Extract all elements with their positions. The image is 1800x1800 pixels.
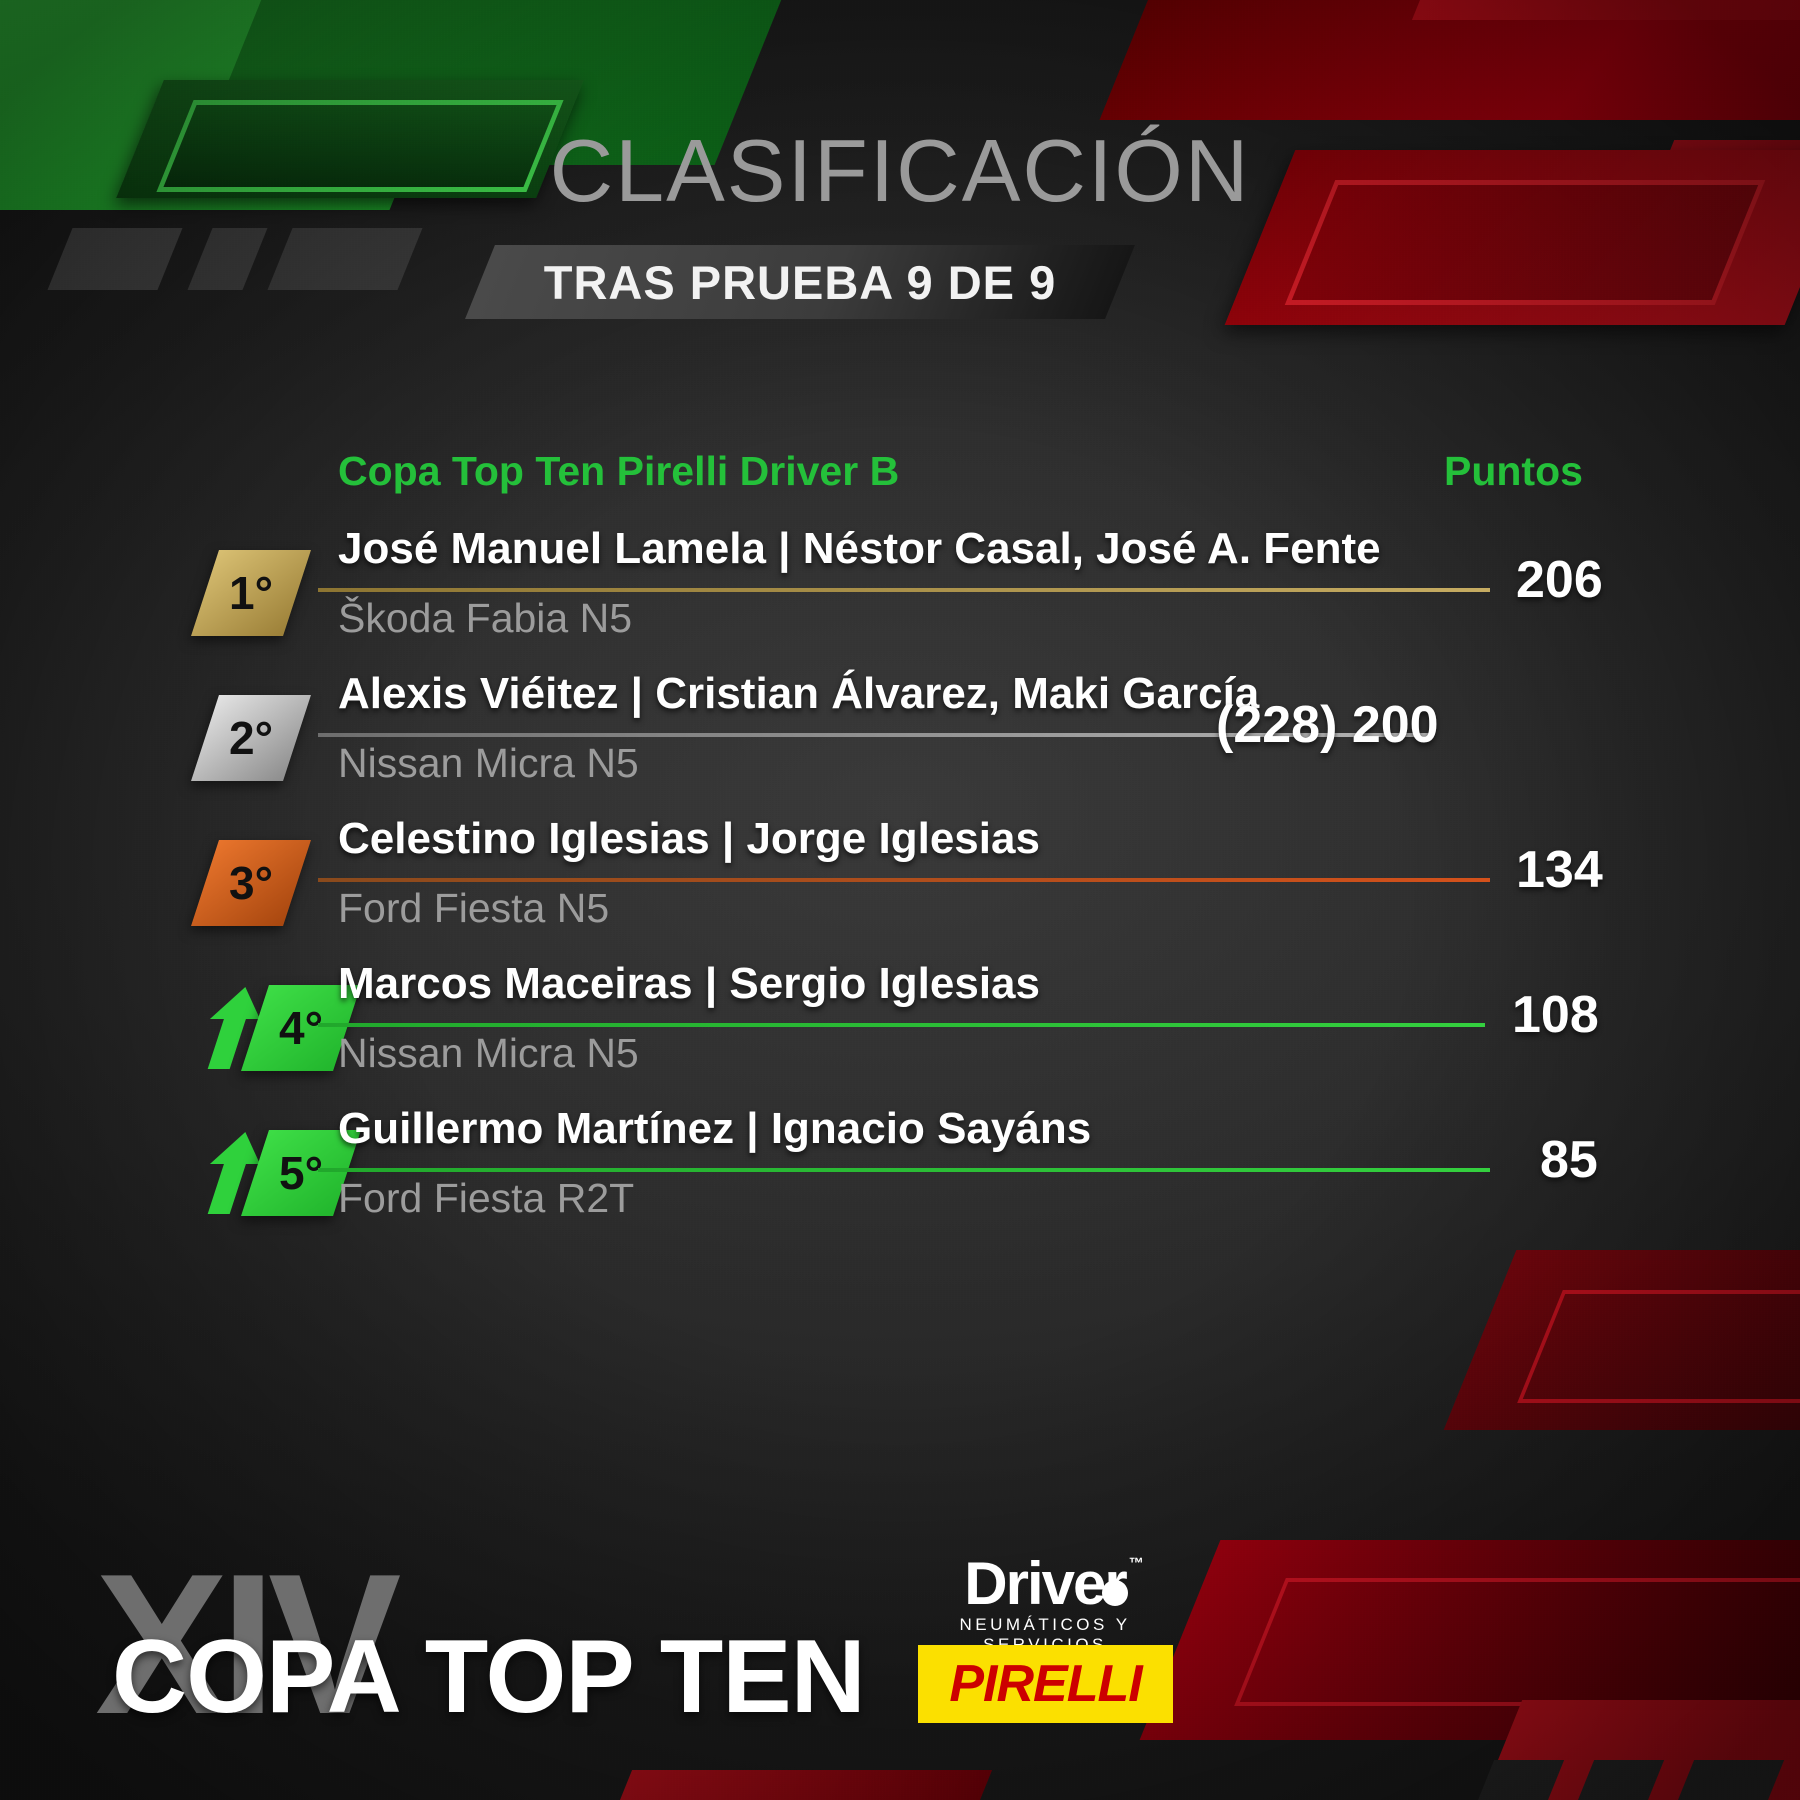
standings-row: 2° Alexis Viéitez | Cristian Álvarez, Mak… xyxy=(0,665,1800,810)
position-badge: 2° xyxy=(191,695,311,781)
standings-rows: 1° José Manuel Lamela | Néstor Casal, Jos… xyxy=(0,520,1800,1245)
points-value: 85 xyxy=(1540,1131,1598,1189)
points-value: 134 xyxy=(1516,841,1603,899)
points-column-header: Puntos xyxy=(1444,448,1583,494)
driver-names: Marcos Maceiras | Sergio Iglesias xyxy=(338,959,1040,1008)
row-divider-line xyxy=(318,588,1490,592)
row-divider-line xyxy=(318,878,1490,882)
pirelli-wordmark: PIRELLI xyxy=(949,1655,1142,1713)
gray-chevron-3 xyxy=(267,228,423,290)
position-number: 1° xyxy=(229,567,273,619)
position-number: 5° xyxy=(279,1147,323,1199)
standings-row: 4° Marcos Maceiras | Sergio Iglesias Nissa… xyxy=(0,955,1800,1100)
pirelli-sponsor-logo: PIRELLI xyxy=(918,1645,1173,1723)
car-model: Ford Fiesta N5 xyxy=(338,885,610,931)
position-badge-group: 2° xyxy=(191,695,311,781)
trend-up-arrow-icon xyxy=(191,985,273,1071)
gray-chevron-bottom-1 xyxy=(1465,1760,1565,1800)
row-divider-line xyxy=(318,1168,1490,1172)
driver-names: José Manuel Lamela | Néstor Casal, José … xyxy=(338,524,1381,573)
points-value: 108 xyxy=(1512,986,1599,1044)
row-divider-line xyxy=(318,733,1430,737)
red-outline-bottom xyxy=(1234,1578,1800,1706)
driver-dot-icon xyxy=(1101,1580,1128,1606)
subtitle-text: TRAS PRUEBA 9 DE 9 xyxy=(543,255,1057,309)
category-title: Copa Top Ten Pirelli Driver B xyxy=(338,448,900,494)
standings-row: 5° Guillermo Martínez | Ignacio Sayáns For… xyxy=(0,1100,1800,1245)
gray-chevron-1 xyxy=(47,228,183,290)
standings-row: 1° José Manuel Lamela | Néstor Casal, Jos… xyxy=(0,520,1800,665)
gray-chevron-2 xyxy=(187,228,268,290)
event-name: COPA TOP TEN xyxy=(112,1619,866,1735)
car-model: Ford Fiesta R2T xyxy=(338,1175,635,1221)
car-model: Nissan Micra N5 xyxy=(338,740,639,786)
trend-up-arrow-icon xyxy=(191,1130,273,1216)
points-value: 206 xyxy=(1516,551,1603,609)
position-badge-group: 1° xyxy=(191,550,311,636)
driver-names: Celestino Iglesias | Jorge Iglesias xyxy=(338,814,1040,863)
position-number: 3° xyxy=(229,857,273,909)
standings-header-row: Copa Top Ten Pirelli Driver B Puntos xyxy=(0,430,1800,520)
position-badge: 1° xyxy=(191,550,311,636)
position-badge-group: 3° xyxy=(191,840,311,926)
event-numeral: XIV xyxy=(95,1533,401,1756)
position-badge-group: 4° xyxy=(205,985,361,1071)
driver-sponsor-logo: Driver ™ NEUMÁTICOS Y SERVICIOS xyxy=(920,1554,1170,1655)
points-value: (228) 200 xyxy=(1216,696,1439,754)
red-stripe-top xyxy=(1411,0,1800,20)
standings-board: Copa Top Ten Pirelli Driver B Puntos 1° J… xyxy=(0,430,1800,1245)
page-title: CLASIFICACIÓN xyxy=(549,121,1251,220)
position-badge-group: 5° xyxy=(205,1130,361,1216)
position-badge: 3° xyxy=(191,840,311,926)
driver-wordmark-text: Driver xyxy=(964,1550,1127,1617)
car-model: Nissan Micra N5 xyxy=(338,1030,639,1076)
row-divider-line xyxy=(318,1023,1485,1027)
red-outline-bottom-2 xyxy=(1517,1290,1800,1403)
trademark-icon: ™ xyxy=(1128,1555,1144,1572)
driver-names: Alexis Viéitez | Cristian Álvarez, Maki … xyxy=(338,669,1260,718)
red-stripe-bottom xyxy=(607,1770,993,1800)
standings-row: 3° Celestino Iglesias | Jorge Iglesias For… xyxy=(0,810,1800,955)
car-model: Škoda Fabia N5 xyxy=(338,595,633,641)
position-number: 2° xyxy=(229,712,273,764)
driver-wordmark: Driver ™ xyxy=(964,1554,1143,1614)
position-number: 4° xyxy=(279,1002,323,1054)
driver-names: Guillermo Martínez | Ignacio Sayáns xyxy=(338,1104,1092,1153)
